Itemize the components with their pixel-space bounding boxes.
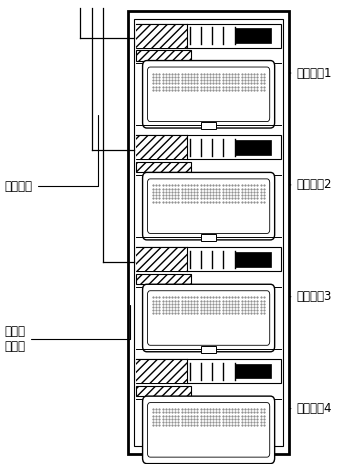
FancyBboxPatch shape	[143, 284, 275, 352]
Text: 传感探头4: 传感探头4	[289, 402, 332, 415]
Bar	[136, 135, 187, 159]
Bar	[201, 234, 216, 241]
FancyBboxPatch shape	[143, 60, 275, 128]
Bar	[134, 19, 283, 446]
Bar	[136, 50, 191, 60]
FancyBboxPatch shape	[148, 403, 270, 457]
Text: 传感探头1: 传感探头1	[289, 66, 332, 80]
Bar	[136, 247, 187, 271]
Bar	[235, 252, 271, 266]
FancyBboxPatch shape	[148, 291, 270, 345]
FancyBboxPatch shape	[148, 67, 270, 121]
Bar	[136, 359, 187, 383]
Bar	[136, 247, 281, 271]
Bar	[136, 24, 281, 47]
Bar	[235, 140, 271, 155]
Bar	[128, 11, 289, 454]
Text: 传感探头3: 传感探头3	[289, 290, 332, 303]
Text: 碳纤维
封装管: 碳纤维 封装管	[5, 305, 130, 353]
Bar	[136, 162, 191, 173]
Bar	[136, 135, 281, 159]
Text: 传感探头2: 传感探头2	[289, 179, 332, 192]
Bar	[136, 359, 281, 383]
Bar	[136, 24, 187, 47]
Bar	[235, 28, 271, 43]
Bar	[136, 274, 191, 284]
Bar	[235, 364, 271, 379]
FancyBboxPatch shape	[143, 396, 275, 464]
FancyBboxPatch shape	[148, 179, 270, 233]
Text: 传输光纤: 传输光纤	[5, 115, 98, 193]
Bar	[136, 386, 191, 396]
FancyBboxPatch shape	[143, 173, 275, 240]
Bar	[201, 346, 216, 353]
Bar	[201, 122, 216, 129]
